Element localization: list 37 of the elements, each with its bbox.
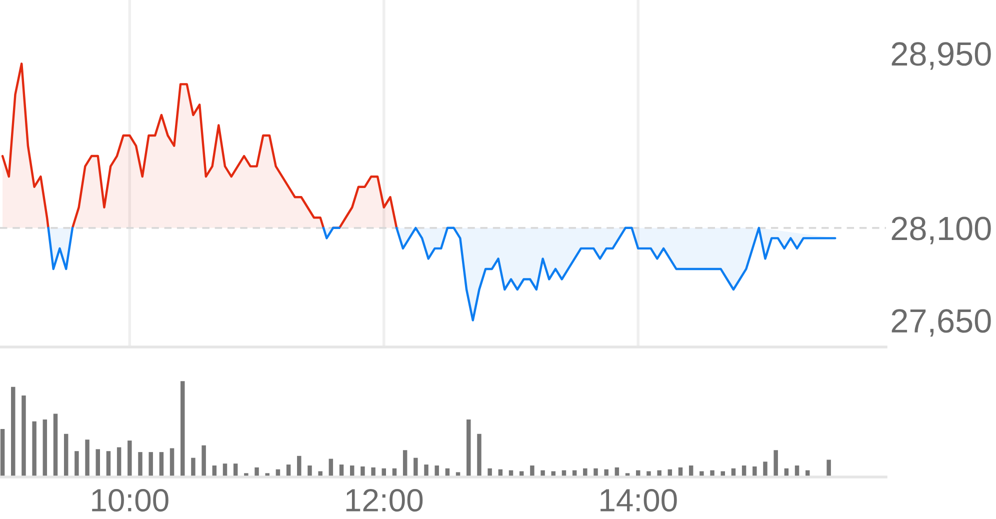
bar bbox=[424, 464, 428, 477]
y-tick-label: 28,950 bbox=[892, 42, 991, 70]
x-tick-label: 10:00 bbox=[92, 488, 168, 512]
bar bbox=[138, 452, 142, 477]
bar bbox=[530, 465, 534, 477]
bar bbox=[763, 462, 768, 477]
bar bbox=[170, 448, 174, 477]
bar bbox=[826, 460, 831, 477]
bar bbox=[22, 395, 26, 477]
bar bbox=[11, 386, 16, 477]
bar bbox=[752, 466, 757, 477]
bar bbox=[42, 419, 48, 477]
bar bbox=[297, 456, 302, 477]
bar bbox=[402, 450, 408, 477]
x-tick-label: 12:00 bbox=[346, 488, 423, 512]
bar bbox=[308, 465, 312, 477]
bar bbox=[202, 445, 206, 477]
bar bbox=[148, 452, 153, 477]
x-tick-label: 14:00 bbox=[600, 488, 677, 512]
bar bbox=[434, 465, 439, 477]
bar bbox=[64, 434, 68, 477]
bar bbox=[74, 451, 79, 477]
bar bbox=[85, 440, 90, 477]
y-tick-label: 27,650 bbox=[892, 309, 991, 337]
bar bbox=[414, 458, 418, 477]
bar bbox=[191, 458, 196, 477]
bar bbox=[0, 429, 5, 477]
bar bbox=[128, 440, 132, 477]
bar bbox=[32, 421, 36, 477]
bar bbox=[477, 434, 482, 477]
bar bbox=[96, 449, 100, 477]
bar bbox=[53, 414, 58, 477]
y-tick-label: 28,100 bbox=[892, 216, 991, 244]
bar bbox=[466, 419, 471, 477]
bar bbox=[180, 381, 185, 477]
bar bbox=[774, 450, 778, 477]
bar bbox=[360, 466, 365, 477]
